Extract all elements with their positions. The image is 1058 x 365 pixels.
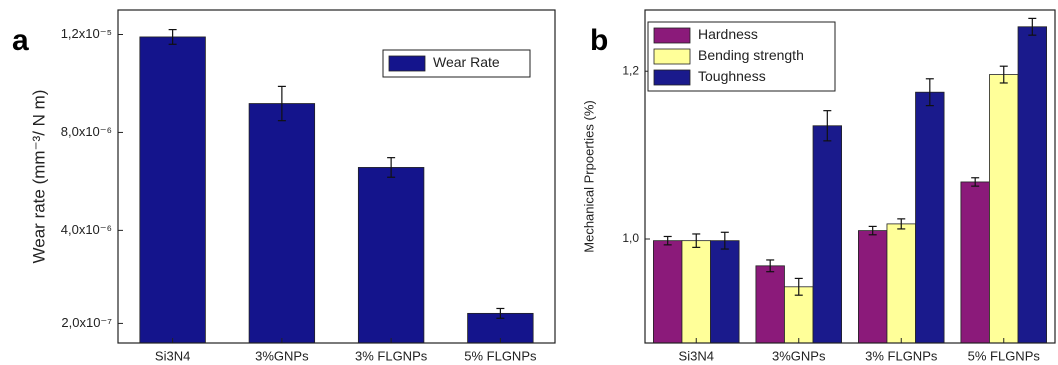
- error-bar: [168, 28, 177, 45]
- legend-label: Toughness: [698, 68, 766, 84]
- x-tick-label: 3% FLGNPs: [355, 348, 428, 363]
- y-axis-label: Wear rate (mm⁻³/ N m): [29, 90, 48, 264]
- bar: [653, 240, 683, 344]
- error-bar: [868, 225, 877, 236]
- y-tick-label: 2,0x10⁻⁷: [61, 315, 112, 330]
- y-tick-label: 1,2: [622, 63, 639, 77]
- x-tick-label: Si3N4: [155, 348, 190, 363]
- bar: [755, 265, 785, 344]
- error-bar: [897, 218, 906, 230]
- legend-swatch: [653, 27, 691, 44]
- bar: [915, 91, 945, 344]
- y-tick-label: 1,2x10⁻⁵: [61, 26, 112, 41]
- x-tick-label: 3% FLGNPs: [865, 348, 938, 363]
- panel-label: a: [12, 24, 29, 57]
- error-bar: [277, 85, 286, 122]
- error-bar: [496, 307, 505, 319]
- x-tick-label: 3%GNPs: [255, 348, 309, 363]
- bar: [784, 286, 814, 344]
- bar: [989, 74, 1019, 344]
- x-tick-label: 5% FLGNPs: [464, 348, 537, 363]
- error-bar: [925, 78, 934, 107]
- error-bar: [387, 157, 396, 178]
- bar: [139, 36, 206, 344]
- bar: [886, 223, 916, 344]
- panel-label: b: [590, 24, 608, 57]
- error-bar: [692, 233, 701, 248]
- legend-swatch: [653, 69, 691, 86]
- x-tick-label: 5% FLGNPs: [968, 348, 1041, 363]
- legend-label: Hardness: [698, 26, 758, 42]
- x-tick-label: 3%GNPs: [772, 348, 826, 363]
- error-bar: [794, 277, 803, 296]
- legend-swatch: [653, 48, 691, 65]
- legend-label: Bending strength: [698, 47, 804, 63]
- error-bar: [766, 259, 775, 273]
- plot-frame: [117, 9, 556, 344]
- bar: [710, 240, 740, 344]
- error-bar: [971, 177, 980, 187]
- error-bar: [999, 65, 1008, 84]
- legend-label: Wear Rate: [433, 54, 500, 70]
- bar: [960, 181, 990, 344]
- y-tick-label: 8,0x10⁻⁶: [61, 124, 112, 139]
- bar: [812, 125, 842, 344]
- bar: [248, 103, 316, 344]
- error-bar: [663, 235, 672, 246]
- bar: [858, 230, 888, 344]
- error-bar: [720, 231, 729, 250]
- x-tick-label: Si3N4: [679, 348, 714, 363]
- plot-frame: [644, 9, 1056, 344]
- bar: [1017, 26, 1047, 344]
- bar: [357, 167, 425, 344]
- bar: [681, 240, 711, 344]
- error-bar: [1028, 17, 1037, 36]
- y-axis-label: Mechanical Prpoerties (%): [581, 100, 596, 252]
- y-tick-label: 4,0x10⁻⁶: [61, 222, 112, 237]
- legend-swatch: [388, 55, 426, 72]
- y-tick-label: 1,0: [622, 231, 639, 245]
- error-bar: [823, 110, 832, 142]
